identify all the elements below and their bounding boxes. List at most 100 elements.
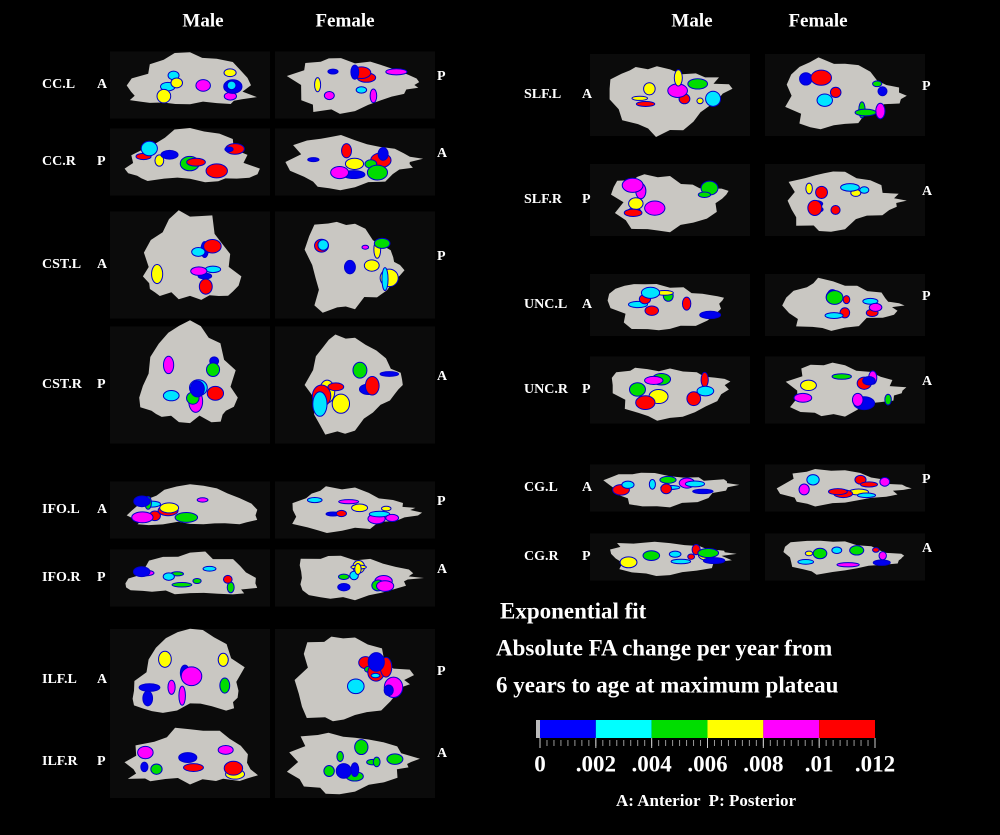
tract-patch	[160, 149, 179, 160]
end-direction: A	[437, 562, 448, 577]
tract-patch	[385, 68, 408, 76]
colorbar-segment	[540, 720, 596, 738]
start-direction: P	[582, 382, 591, 397]
tract-patch	[183, 763, 204, 772]
tract-patch	[344, 157, 365, 171]
tract-patch	[347, 678, 365, 695]
tract-patch	[381, 267, 389, 292]
colorbar-tick-label: .004	[632, 751, 673, 776]
tract-patch	[363, 259, 380, 272]
tract-patch	[829, 86, 842, 98]
tract-patch	[323, 765, 335, 778]
tract-patch	[859, 186, 870, 194]
tract-patch	[205, 362, 221, 377]
tract-patch	[644, 305, 660, 316]
tract-patch	[623, 208, 643, 217]
tract-patch	[162, 390, 180, 402]
tract-patch	[154, 154, 165, 167]
column-header: Male	[182, 10, 223, 31]
tract-patch	[872, 80, 883, 88]
tract-patch	[884, 393, 892, 406]
tract-patch	[352, 361, 368, 379]
tract-patch	[697, 548, 720, 559]
tract-patch	[376, 580, 395, 592]
colorbar-tick-label: .012	[855, 751, 895, 776]
tract-patch	[629, 382, 646, 397]
tract-patch	[686, 391, 702, 407]
tract-patch	[878, 551, 887, 561]
tract-patch	[196, 497, 209, 503]
start-direction: A	[97, 257, 108, 272]
tract-patch	[217, 652, 229, 667]
tract-label: UNC.L	[524, 297, 567, 312]
tract-patch	[872, 547, 880, 553]
legend-note: A: Anterior P: Posterior	[616, 791, 796, 810]
column-header: Female	[315, 10, 374, 31]
tract-patch	[162, 355, 175, 375]
tract-patch	[223, 760, 244, 776]
start-direction: P	[582, 549, 591, 564]
tract-patch	[377, 147, 389, 161]
tract-patch	[868, 302, 883, 312]
tract-patch	[805, 182, 813, 195]
tract-patch	[180, 666, 203, 687]
colorbar-tick-label: .008	[743, 751, 783, 776]
tract-patch	[670, 558, 692, 565]
start-direction: A	[582, 480, 593, 495]
tract-patch	[831, 546, 843, 555]
tract-patch	[696, 385, 715, 397]
tract-patch	[640, 286, 661, 299]
tract-patch	[836, 562, 860, 568]
tract-patch	[337, 573, 350, 580]
tract-patch	[635, 100, 656, 107]
tract-patch	[142, 690, 154, 707]
tract-surface	[607, 284, 724, 331]
tract-patch	[642, 550, 661, 561]
tract-patch	[137, 745, 154, 760]
tract-patch	[195, 79, 211, 92]
tract-patch	[223, 68, 237, 78]
end-direction: P	[437, 494, 446, 509]
tract-patch	[385, 513, 400, 523]
tract-patch	[186, 157, 206, 167]
colorbar-tick-label: .006	[687, 751, 727, 776]
start-direction: A	[582, 87, 593, 102]
tract-patch	[872, 559, 891, 566]
tract-patch	[840, 183, 860, 192]
tract-label: CST.L	[42, 257, 81, 272]
tract-patch	[327, 68, 339, 75]
tract-patch	[170, 77, 184, 89]
tract-patch	[336, 751, 344, 762]
tract-patch	[687, 78, 709, 90]
tract-patch	[668, 550, 682, 558]
colorbar-tick-label: .01	[805, 751, 834, 776]
tract-patch	[862, 297, 879, 305]
start-direction: P	[97, 377, 106, 392]
tract-patch	[331, 393, 351, 414]
tract-patch	[807, 199, 823, 216]
tract-patch	[367, 652, 385, 672]
end-direction: P	[922, 289, 931, 304]
tract-patch	[797, 558, 815, 565]
tract-label: UNC.R	[524, 382, 569, 397]
start-direction: A	[97, 672, 108, 687]
column-header: Female	[788, 10, 847, 31]
tract-patch	[314, 77, 322, 93]
tract-patch	[192, 577, 202, 585]
tract-patch	[619, 556, 638, 569]
tract-patch	[793, 392, 813, 403]
end-direction: A	[922, 541, 933, 556]
colorbar-tick-label: 0	[534, 751, 546, 776]
tract-patch	[851, 392, 864, 407]
tract-patch	[351, 503, 369, 513]
tract-patch	[344, 259, 356, 275]
tract-patch	[317, 239, 329, 251]
tract-patch	[337, 582, 351, 592]
tract-patch	[203, 238, 222, 254]
end-direction: A	[437, 746, 448, 761]
tract-patch	[217, 744, 234, 755]
tract-patch	[335, 509, 347, 518]
tract-patch	[191, 247, 206, 257]
tract-patch	[140, 761, 149, 773]
tract-patch	[178, 685, 186, 706]
